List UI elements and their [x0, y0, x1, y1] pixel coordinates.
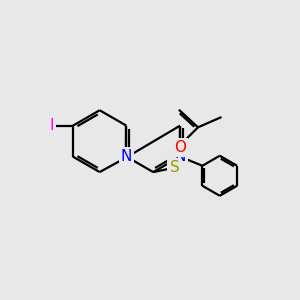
Text: I: I [50, 118, 54, 133]
Text: O: O [174, 140, 186, 155]
Text: N: N [121, 149, 132, 164]
Text: S: S [169, 160, 179, 175]
Text: N: N [174, 149, 186, 164]
